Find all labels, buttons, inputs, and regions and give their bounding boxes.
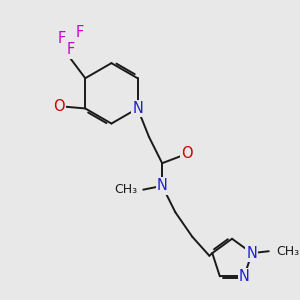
Text: F: F (58, 31, 66, 46)
Text: O: O (181, 146, 193, 161)
Text: N: N (157, 178, 168, 194)
Text: CH₃: CH₃ (115, 183, 138, 196)
Text: N: N (246, 246, 257, 261)
Text: F: F (67, 42, 75, 57)
Text: CH₃: CH₃ (276, 245, 299, 258)
Text: N: N (239, 269, 250, 284)
Text: N: N (132, 101, 143, 116)
Text: O: O (53, 99, 64, 114)
Text: F: F (76, 26, 84, 40)
